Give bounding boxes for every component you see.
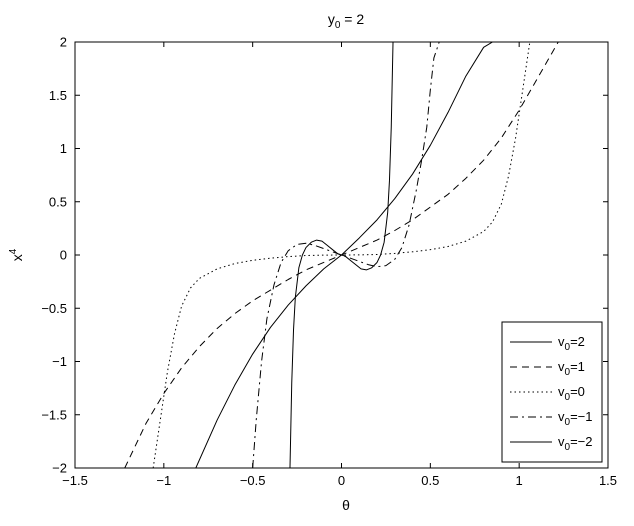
series-line-5 [289, 42, 394, 468]
y-tick-label: 0.5 [49, 194, 67, 209]
legend-label-main: v [558, 384, 565, 399]
legend-label-subscript: 0 [565, 392, 571, 403]
y-axis: −2 −1.5 −1 −0.5 0 0.5 1 1.5 2 [41, 35, 608, 476]
series-layer [124, 42, 559, 468]
y-tick-label: −2 [52, 461, 67, 476]
legend-label-subscript: 0 [565, 367, 571, 378]
legend-label-subscript: 0 [565, 417, 571, 428]
legend-label-rest: =0 [570, 384, 585, 399]
x-tick-label: 0.5 [421, 473, 439, 488]
y-tick-label: 2 [60, 35, 67, 50]
legend-label-subscript: 0 [565, 442, 571, 453]
x-tick-label: −0.5 [240, 473, 266, 488]
x-tick-label: 1.5 [599, 473, 617, 488]
y-axis-label-superscript: 4 [8, 248, 19, 254]
x-axis: −1.5 −1 −0.5 0 0.5 1 1.5 [62, 42, 617, 488]
legend-label-rest: =2 [570, 334, 585, 349]
legend-label-main: v [558, 409, 565, 424]
x-axis-label: θ [342, 497, 350, 513]
y-axis-label: x4 [8, 248, 25, 261]
chart-title-main: y [328, 11, 335, 27]
legend-label: v0=1 [558, 359, 585, 378]
legend-label-rest: =1 [570, 359, 585, 374]
legend-label-main: v [558, 434, 565, 449]
x-tick-label: −1.5 [62, 473, 88, 488]
y-tick-label: 0 [60, 248, 67, 263]
series-line-4 [252, 42, 440, 468]
legend: v0=2v0=1v0=0v0=−1v0=−2 [501, 321, 603, 463]
y-axis-label-main: x [9, 254, 25, 261]
legend-label-main: v [558, 334, 565, 349]
legend-label-rest: =−2 [570, 434, 592, 449]
y-tick-label: −1 [52, 354, 67, 369]
x-tick-label: 1 [516, 473, 523, 488]
y-tick-label: −0.5 [41, 301, 67, 316]
legend-label-main: v [558, 359, 565, 374]
chart-title-subscript: 0 [335, 20, 341, 31]
legend-label: v0=2 [558, 334, 585, 353]
y-tick-label: 1 [60, 141, 67, 156]
legend-label-subscript: 0 [565, 342, 571, 353]
legend-label: v0=−2 [558, 434, 592, 453]
legend-label-rest: =−1 [570, 409, 592, 424]
chart-title: y0 = 2 [328, 11, 365, 31]
chart-title-rest: = 2 [340, 11, 364, 27]
series-line-1 [195, 42, 493, 468]
y-tick-label: −1.5 [41, 407, 67, 422]
series-line-3 [152, 42, 531, 468]
x-tick-label: −1 [156, 473, 171, 488]
x-tick-label: 0 [338, 473, 345, 488]
legend-label: v0=−1 [558, 409, 592, 428]
legend-label: v0=0 [558, 384, 585, 403]
y-tick-label: 1.5 [49, 88, 67, 103]
